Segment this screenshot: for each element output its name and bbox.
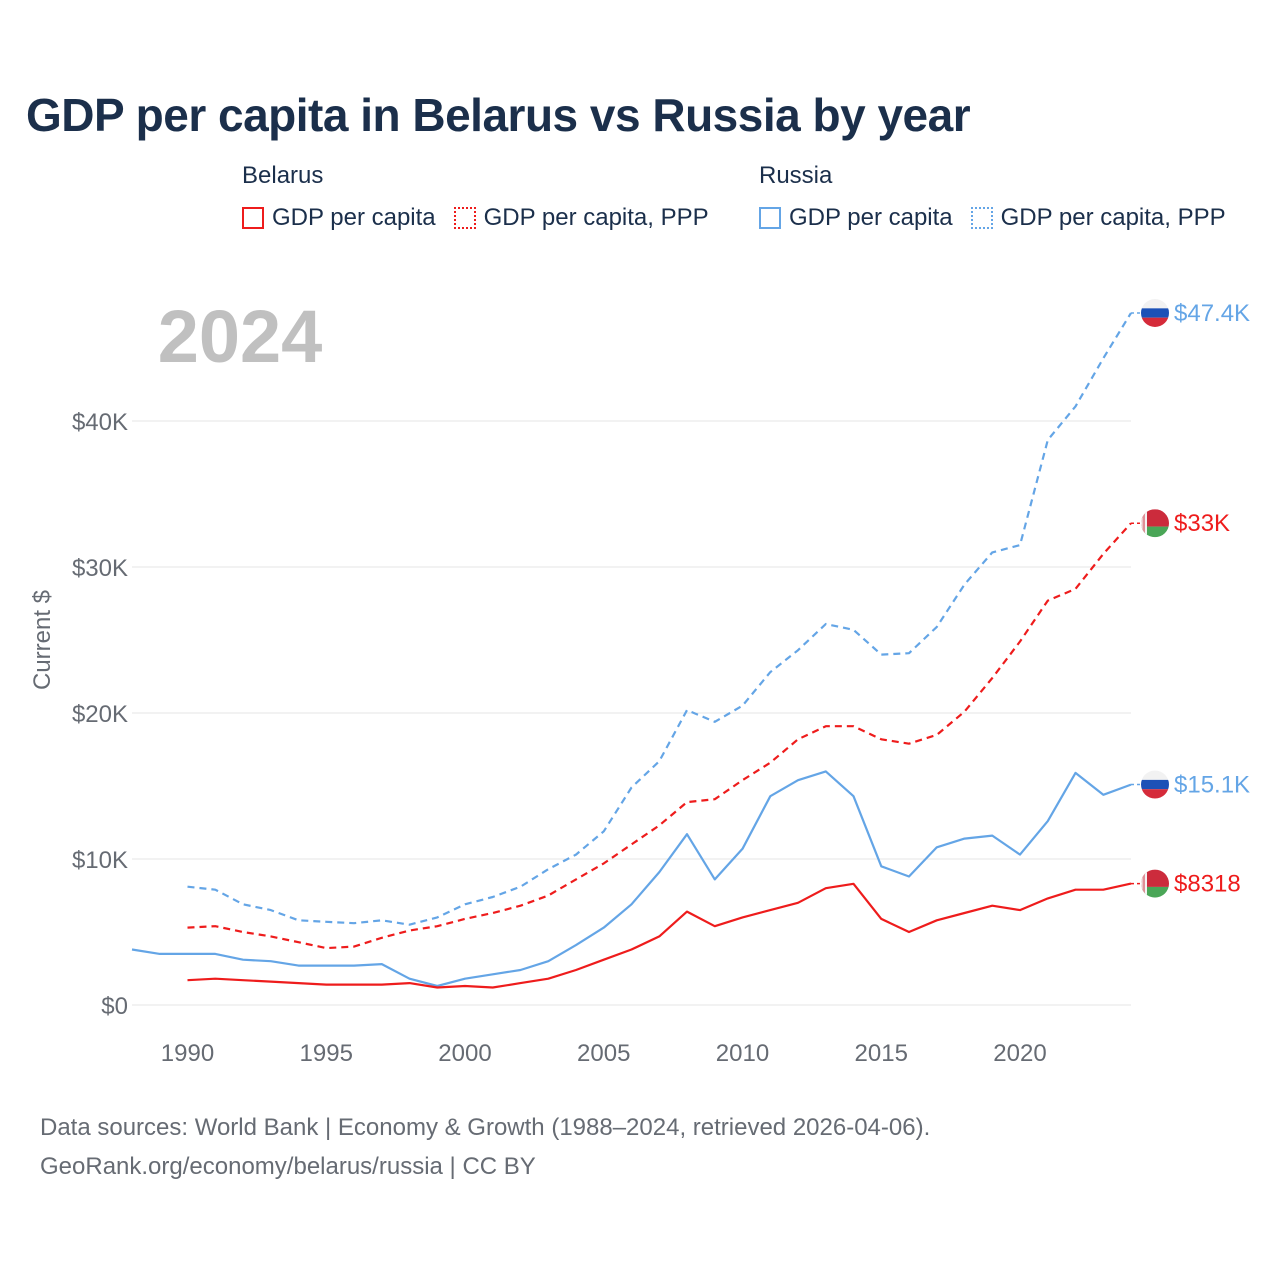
x-tick-label: 1995 <box>300 1040 353 1067</box>
legend-swatch-belarus-gdp <box>242 207 264 229</box>
grid-lines <box>132 420 1131 1006</box>
legend-swatch-russia-ppp <box>970 207 993 229</box>
legend-belarus-title: Belarus <box>242 162 324 189</box>
year-watermark: 2024 <box>158 295 323 378</box>
line-chart: $0 $10K $20K $30K $40K 1990 1995 2000 2005 2010 2… <box>29 295 1250 1067</box>
y-tick-label: $10K <box>72 847 128 874</box>
series-lines <box>131 312 1132 989</box>
x-tick-label: 2010 <box>716 1040 769 1067</box>
x-axis-ticks: 1990 1995 2000 2005 2010 2015 2020 <box>161 1040 1047 1067</box>
belarus-flag-icon <box>1141 869 1169 898</box>
end-value-label: $15.1K <box>1174 772 1250 799</box>
legend-russia-ppp[interactable]: GDP per capita, PPP <box>970 204 1226 232</box>
y-tick-label: $40K <box>72 409 128 436</box>
legend-belarus-ppp[interactable]: GDP per capita, PPP <box>453 204 709 232</box>
legend-russia-title: Russia <box>759 162 833 189</box>
series-line-russia-ppp <box>187 312 1132 926</box>
x-tick-label: 2000 <box>438 1040 491 1067</box>
series-line-belarus-gdp <box>187 882 1132 989</box>
russia-flag-icon <box>1141 299 1169 327</box>
end-value-label: $47.4K <box>1174 300 1250 327</box>
russia-flag-icon <box>1141 770 1169 799</box>
y-tick-label: $30K <box>72 555 128 582</box>
legend-belarus-ppp-label: GDP per capita, PPP <box>483 204 709 231</box>
x-tick-label: 2020 <box>993 1040 1046 1067</box>
footer-credit: GeoRank.org/economy/belarus/russia | CC … <box>40 1153 536 1180</box>
legend-belarus-gdp[interactable]: GDP per capita <box>242 204 436 232</box>
legend-belarus-gdp-label: GDP per capita <box>272 204 436 231</box>
footer-sources: Data sources: World Bank | Economy & Gro… <box>40 1114 931 1141</box>
legend-swatch-belarus-ppp <box>453 207 476 229</box>
x-tick-label: 1990 <box>161 1040 214 1067</box>
legend-belarus: Belarus GDP per capita GDP per capita, P… <box>242 162 727 232</box>
legend-swatch-russia-gdp <box>759 207 781 229</box>
y-tick-label: $20K <box>72 701 128 728</box>
y-axis-label: Current $ <box>29 590 56 690</box>
legend-russia-ppp-label: GDP per capita, PPP <box>1000 204 1226 231</box>
end-value-label: $8318 <box>1174 871 1241 898</box>
x-tick-label: 2005 <box>577 1040 630 1067</box>
y-tick-label: $0 <box>101 993 128 1020</box>
x-tick-label: 2015 <box>855 1040 908 1067</box>
y-axis-ticks: $0 $10K $20K $30K $40K <box>72 409 128 1020</box>
legend-russia: Russia GDP per capita GDP per capita, PP… <box>759 162 1244 232</box>
legend-russia-gdp-label: GDP per capita <box>789 204 953 231</box>
series-line-belarus-ppp <box>187 522 1132 950</box>
belarus-flag-icon <box>1141 509 1169 538</box>
series-endpoints: $47.4K $33K $15.1K $8318 <box>1131 299 1250 898</box>
legend-russia-gdp[interactable]: GDP per capita <box>759 204 953 232</box>
series-line-russia-gdp <box>131 770 1132 988</box>
end-value-label: $33K <box>1174 510 1230 537</box>
chart-title: GDP per capita in Belarus vs Russia by y… <box>26 89 971 141</box>
footer: Data sources: World Bank | Economy & Gro… <box>40 1108 930 1186</box>
